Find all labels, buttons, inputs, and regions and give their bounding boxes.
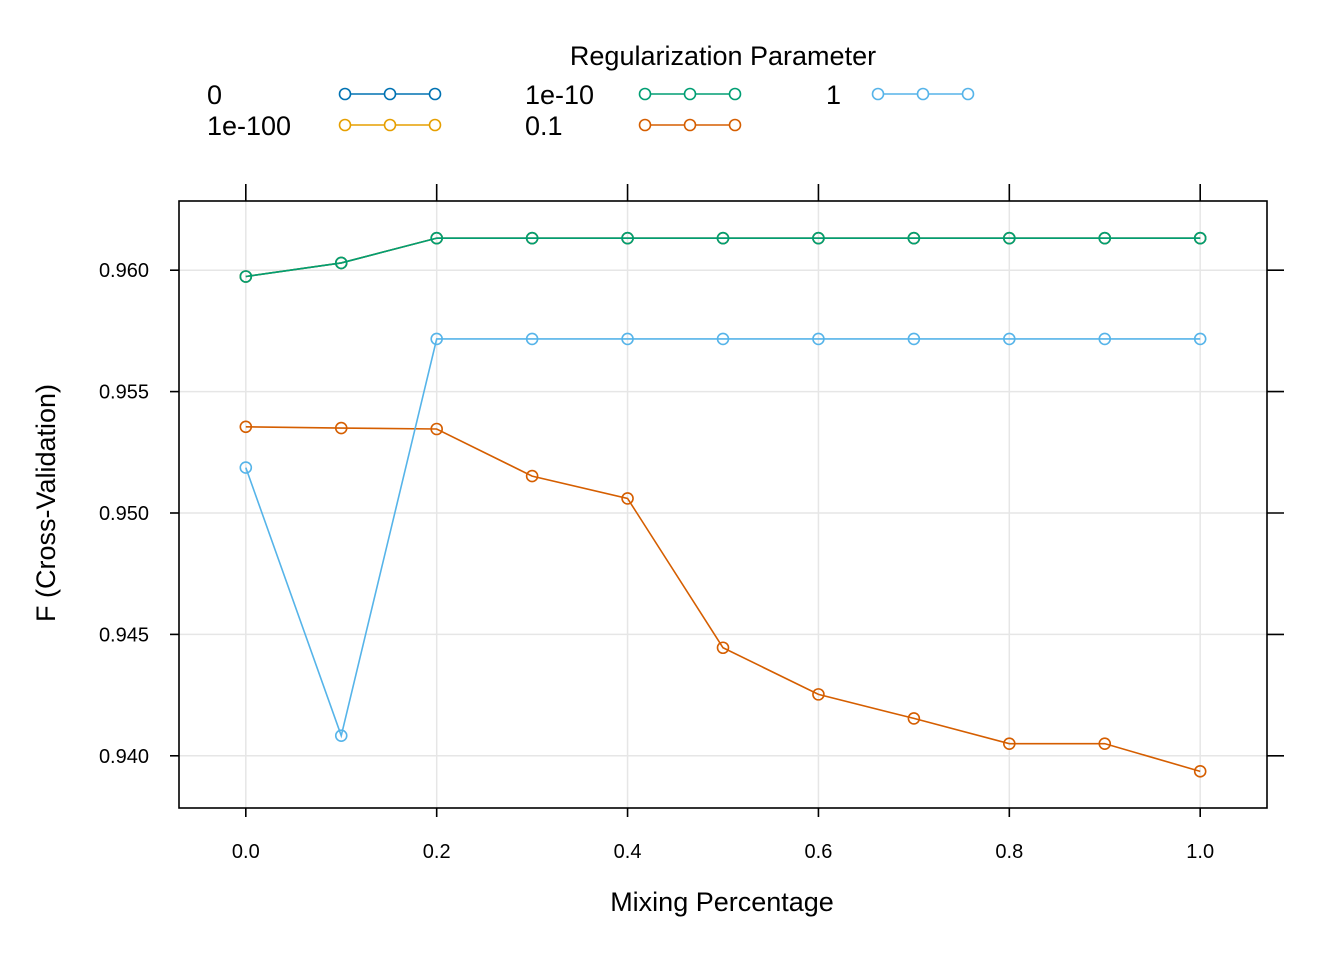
legend-swatch-point <box>638 118 652 132</box>
series-layer <box>239 231 1207 778</box>
data-point <box>812 688 825 701</box>
legend-item-label: 0.1 <box>525 111 563 141</box>
data-point <box>334 729 348 742</box>
legend-swatch-point <box>683 87 697 101</box>
legend-item-label: 1e-10 <box>525 80 594 110</box>
data-point <box>525 469 539 483</box>
series-line <box>245 338 1201 739</box>
legend-swatch-point <box>638 87 652 101</box>
legend: Regularization Parameter 01e-100 1e-100.1… <box>207 41 975 141</box>
data-point <box>1003 231 1016 245</box>
data-point <box>430 231 443 245</box>
y-tick-label: 0.960 <box>99 260 149 282</box>
data-point <box>907 332 921 346</box>
legend-swatch-point <box>383 118 397 132</box>
legend-swatch-point <box>383 87 397 101</box>
data-point <box>621 332 634 346</box>
data-point <box>1193 765 1207 778</box>
x-tick-label: 0.4 <box>614 841 642 863</box>
series-1 <box>239 332 1207 742</box>
legend-item: 1e-100 <box>207 111 442 141</box>
legend-item: 0 <box>207 80 442 110</box>
legend-item-label: 0 <box>207 80 222 110</box>
series-line <box>245 237 1201 278</box>
data-point <box>812 332 825 346</box>
legend-swatch-point <box>961 87 975 101</box>
data-point <box>1003 737 1016 750</box>
data-point <box>621 231 634 245</box>
data-point <box>716 231 730 245</box>
x-tick-label: 0.2 <box>423 841 451 863</box>
data-point <box>1193 231 1207 245</box>
data-point <box>716 641 730 655</box>
y-tick-label: 0.945 <box>99 624 149 646</box>
legend-item-label: 1e-100 <box>207 111 291 141</box>
data-point <box>239 270 253 283</box>
legend-title: Regularization Parameter <box>570 41 876 71</box>
legend-item: 0.1 <box>525 111 742 141</box>
y-tick-label: 0.940 <box>99 746 149 768</box>
legend-swatch-point <box>338 87 352 101</box>
legend-swatch-point <box>728 118 742 132</box>
data-point <box>334 421 348 435</box>
x-axis-label: Mixing Percentage <box>610 887 834 917</box>
series-1e-10 <box>239 231 1207 283</box>
axis-tick-labels: 0.0 0.2 0.4 0.6 0.8 1.0 0.940 0.945 0.950 0.955 0.… <box>99 260 1214 863</box>
y-axis-label: F (Cross-Validation) <box>31 384 61 622</box>
y-tick-label: 0.955 <box>99 382 149 404</box>
x-tick-label: 0.0 <box>232 841 260 863</box>
legend-swatch-point <box>916 87 930 101</box>
plot-frame <box>178 200 1268 809</box>
data-point <box>430 332 443 346</box>
data-point <box>239 461 253 474</box>
axis-ticks <box>170 184 1284 817</box>
data-point <box>525 332 539 346</box>
legend-swatch-point <box>338 118 352 132</box>
series-0.1 <box>239 420 1207 778</box>
legend-swatch-point <box>683 118 697 132</box>
legend-item: 1 <box>826 80 975 110</box>
data-point <box>621 492 634 505</box>
plot-area: 0.0 0.2 0.4 0.6 0.8 1.0 0.940 0.945 0.950 0.955 0.… <box>99 184 1284 863</box>
data-point <box>1098 231 1112 245</box>
x-tick-label: 0.6 <box>805 841 833 863</box>
data-point <box>907 712 921 725</box>
legend-items: 01e-100 1e-100.1 1 <box>207 80 975 141</box>
data-point <box>1193 332 1207 346</box>
grid <box>179 201 1267 808</box>
data-point <box>430 422 443 436</box>
legend-swatch-point <box>428 87 442 101</box>
legend-swatch-point <box>428 118 442 132</box>
legend-item-label: 1 <box>826 80 841 110</box>
legend-item: 1e-10 <box>525 80 742 110</box>
y-tick-label: 0.950 <box>99 503 149 525</box>
data-point <box>812 231 825 245</box>
data-point <box>525 231 539 245</box>
data-point <box>716 332 730 346</box>
legend-swatch-point <box>728 87 742 101</box>
legend-swatch-point <box>871 87 885 101</box>
x-tick-label: 0.8 <box>995 841 1023 863</box>
data-point <box>1003 332 1016 346</box>
data-point <box>334 256 348 270</box>
data-point <box>1098 737 1112 750</box>
x-tick-label: 1.0 <box>1186 841 1214 863</box>
data-point <box>239 420 253 434</box>
data-point <box>907 231 921 245</box>
series-line <box>245 426 1201 773</box>
data-point <box>1098 332 1112 346</box>
